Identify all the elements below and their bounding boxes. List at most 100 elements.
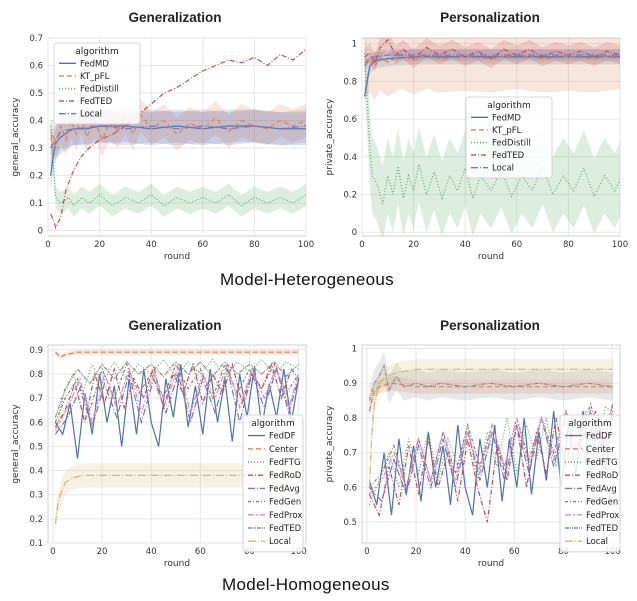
y-tick-label: 0.9 <box>343 379 357 389</box>
x-tick-label: 100 <box>298 240 314 250</box>
y-tick-label: 0.5 <box>29 89 43 99</box>
x-axis-label: round <box>478 559 504 569</box>
y-tick-label: 0 <box>38 227 43 237</box>
y-tick-label: 0.4 <box>29 467 43 477</box>
y-tick-label: 0.6 <box>29 62 43 72</box>
legend-label-FedAvg: FedAvg <box>586 484 617 494</box>
x-tick-label: 60 <box>197 240 208 250</box>
series-line-Center <box>54 351 299 358</box>
legend-label-FedRoD: FedRoD <box>586 471 619 481</box>
chart-panel-3: 0.10.20.30.40.50.60.70.80.9020406080100r… <box>11 318 307 569</box>
y-tick-label: 0.1 <box>29 199 43 209</box>
y-tick-label: 0.3 <box>29 491 43 501</box>
x-tick-label: 100 <box>612 240 628 250</box>
legend-label-Center: Center <box>586 445 615 455</box>
legend-label-FedMD: FedMD <box>492 113 521 123</box>
series-line-Local <box>50 125 306 149</box>
y-tick-label: 0.4 <box>343 153 357 163</box>
x-tick-label: 20 <box>411 547 422 557</box>
legend-label-FedFTG: FedFTG <box>586 458 618 468</box>
y-tick-label: 0 <box>352 228 357 238</box>
confidence-band-FedDistill <box>50 115 306 217</box>
y-tick-label: 0.6 <box>29 418 43 428</box>
y-tick-label: 0.7 <box>29 394 43 404</box>
y-tick-label: 1 <box>352 40 357 50</box>
y-tick-label: 0.2 <box>343 191 357 201</box>
chart-title: Generalization <box>128 10 221 25</box>
series-layer <box>364 38 620 236</box>
legend-title: algorithm <box>251 419 294 429</box>
x-tick-label: 80 <box>563 240 574 250</box>
legend-label-KT_pFL: KT_pFL <box>80 72 110 82</box>
legend-label-Local: Local <box>269 537 291 547</box>
legend-label-FedGen: FedGen <box>586 498 618 508</box>
y-tick-label: 0.5 <box>29 442 43 452</box>
y-axis-label: private_accuracy <box>325 98 335 176</box>
y-tick-label: 0.5 <box>343 518 357 528</box>
legend: algorithm FedDF Center FedFTG FedRoD FedAvg Fe… <box>559 414 621 553</box>
series-line-FedFTG <box>54 358 299 435</box>
x-tick-label: 0 <box>359 240 364 250</box>
series-line-FedDF <box>54 364 300 459</box>
legend-label-FedProx: FedProx <box>586 511 619 521</box>
x-tick-label: 60 <box>195 547 206 557</box>
chart-title: Personalization <box>440 318 540 333</box>
confidence-band-FedDistill <box>364 38 620 236</box>
y-tick-label: 0.2 <box>29 172 43 182</box>
x-tick-label: 0 <box>50 547 55 557</box>
y-tick-label: 0.4 <box>29 117 43 127</box>
y-axis-label: private_accuracy <box>325 405 335 483</box>
y-tick-label: 0.2 <box>29 515 43 525</box>
x-tick-label: 20 <box>408 240 419 250</box>
chart-panel-1: 0 0.1 0.2 0.3 0.4 0.5 0.6 0.7 0 20 40 60 80 100 round g… <box>11 10 314 262</box>
y-axis-label: general_accuracy <box>11 404 21 484</box>
series-line-KT_pFL <box>364 54 620 68</box>
series-line-Center <box>368 382 613 412</box>
confidence-band-KT_pFL <box>364 38 620 101</box>
chart-panel-4: 0.50.60.70.80.91020406080100roundprivate… <box>325 318 621 569</box>
series-line-FedTED <box>54 360 300 418</box>
x-tick-label: 60 <box>511 240 522 250</box>
x-tick-label: 40 <box>146 240 157 250</box>
series-line-FedAvg <box>54 367 300 435</box>
legend-title: algorithm <box>487 101 530 111</box>
y-tick-label: 0.3 <box>29 144 43 154</box>
x-tick-label: 60 <box>509 547 520 557</box>
x-tick-label: 0 <box>364 547 369 557</box>
x-axis-label: round <box>164 559 190 569</box>
series-line-FedTED <box>364 38 620 64</box>
legend-label-Local: Local <box>80 110 102 120</box>
series-line-Local <box>364 54 620 67</box>
legend-label-FedAvg: FedAvg <box>269 484 300 494</box>
legend-label-FedGen: FedGen <box>269 498 301 508</box>
series-line-Local <box>368 368 613 488</box>
y-tick-label: 0.7 <box>29 34 43 44</box>
x-tick-label: 40 <box>146 547 157 557</box>
chart-title: Personalization <box>440 10 540 25</box>
y-tick-label: 0.6 <box>343 115 357 125</box>
y-tick-label: 0.8 <box>29 370 43 380</box>
series-line-FedDistill <box>364 53 620 205</box>
confidence-band-Local <box>369 358 613 498</box>
y-tick-label: 1 <box>352 344 357 354</box>
legend: algorithm FedMD KT_pFL FedDistill FedTED Loca… <box>465 96 553 179</box>
legend-label-FedDistill: FedDistill <box>492 139 531 149</box>
legend-title: algorithm <box>75 47 118 57</box>
y-tick-label: 0.9 <box>29 346 43 356</box>
series-line-FedGen <box>54 362 300 423</box>
x-tick-label: 20 <box>97 547 108 557</box>
section-title-homogeneous: Model-Homogeneous <box>222 575 390 594</box>
legend-label-Local: Local <box>586 537 608 547</box>
x-tick-label: 20 <box>94 240 105 250</box>
confidence-band-FedMD <box>364 49 620 104</box>
series-layer <box>54 349 300 536</box>
legend-label-FedDF: FedDF <box>269 432 296 442</box>
legend-label-FedMD: FedMD <box>80 59 109 69</box>
y-tick-label: 0.8 <box>343 414 357 424</box>
legend-label-KT_pFL: KT_pFL <box>492 126 522 136</box>
x-axis-label: round <box>164 252 190 262</box>
confidence-band-FedMD <box>50 109 306 192</box>
legend-label-FedTED: FedTED <box>492 151 525 161</box>
legend-label-FedTED: FedTED <box>80 97 113 107</box>
legend-label-FedRoD: FedRoD <box>269 471 302 481</box>
